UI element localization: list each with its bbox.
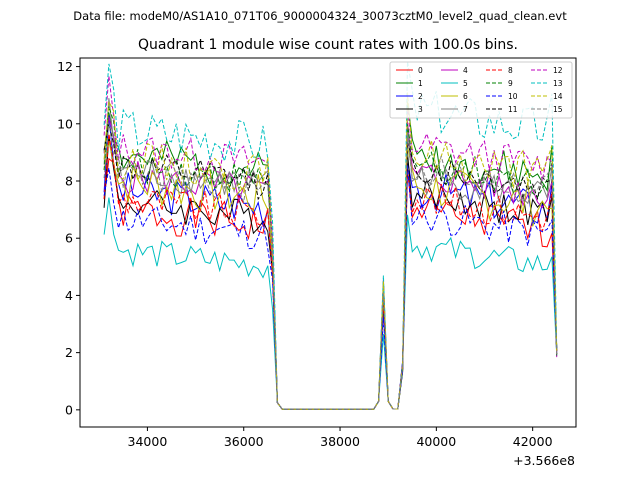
legend-label-6: 6 <box>463 92 468 101</box>
series-line-8 <box>103 133 558 410</box>
y-tick-label: 2 <box>65 345 73 360</box>
legend-label-9: 9 <box>508 79 513 88</box>
x-tick-label: 40000 <box>416 434 456 449</box>
y-tick-label: 0 <box>65 402 73 417</box>
y-tick-label: 12 <box>57 59 73 74</box>
y-tick-label: 8 <box>65 174 73 189</box>
x-tick-label: 42000 <box>513 434 553 449</box>
series-line-9 <box>103 106 558 410</box>
legend-label-10: 10 <box>508 92 518 101</box>
x-axis: 34000 36000 38000 40000 42000 <box>128 427 553 449</box>
legend-label-12: 12 <box>553 66 563 75</box>
chart-title: Quadrant 1 module wise count rates with … <box>138 37 518 53</box>
y-tick-label: 4 <box>65 288 73 303</box>
legend-label-15: 15 <box>553 105 563 114</box>
legend-label-2: 2 <box>418 92 423 101</box>
legend-label-3: 3 <box>418 105 423 114</box>
x-offset-label: +3.566e8 <box>513 453 575 468</box>
legend-label-4: 4 <box>463 66 468 75</box>
x-tick-label: 36000 <box>224 434 264 449</box>
axes-frame <box>79 57 577 428</box>
series-line-12 <box>103 76 558 410</box>
legend-label-7: 7 <box>463 105 468 114</box>
y-tick-label: 6 <box>65 231 73 246</box>
legend-label-13: 13 <box>553 79 563 88</box>
legend-label-14: 14 <box>553 92 563 101</box>
legend-label-11: 11 <box>508 105 518 114</box>
series-line-7 <box>103 98 558 410</box>
series-layer <box>103 61 558 410</box>
series-line-10 <box>103 164 558 410</box>
legend-label-1: 1 <box>418 79 423 88</box>
x-tick-label: 34000 <box>128 434 168 449</box>
series-line-15 <box>103 122 558 410</box>
suptitle: Data file: modeM0/AS1A10_071T06_90000043… <box>73 9 567 23</box>
legend-frame <box>389 61 573 119</box>
series-line-14 <box>103 92 558 410</box>
legend-label-0: 0 <box>418 66 423 75</box>
series-line-1 <box>103 101 558 410</box>
series-line-5 <box>103 197 558 410</box>
series-line-4 <box>103 117 558 410</box>
legend-label-5: 5 <box>463 79 468 88</box>
legend-label-8: 8 <box>508 66 513 75</box>
y-tick-label: 10 <box>57 116 73 131</box>
y-axis: 0 2 4 6 8 10 12 <box>57 59 80 417</box>
x-tick-label: 38000 <box>320 434 360 449</box>
